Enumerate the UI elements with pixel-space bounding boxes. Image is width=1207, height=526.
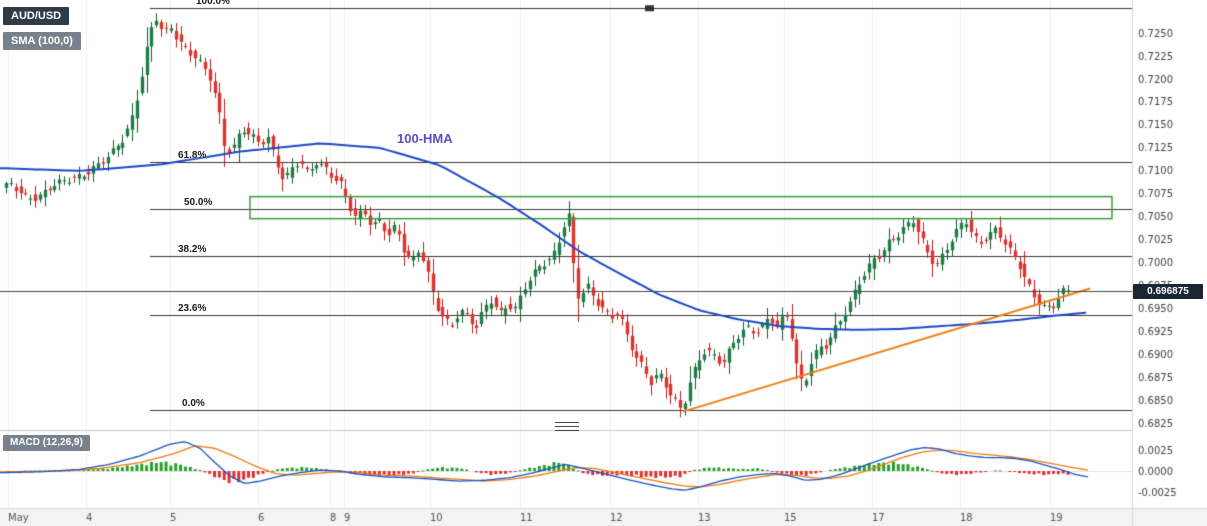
sma-indicator-badge[interactable]: SMA (100,0)	[3, 32, 81, 50]
symbol-badge: AUD/USD	[3, 7, 70, 25]
hma-line-label: 100-HMA	[397, 131, 453, 146]
last-price-badge: 0.696875	[1133, 284, 1203, 300]
fib-label-23-6: 23.6%	[178, 303, 207, 315]
fib-label-61-8: 61.8%	[178, 149, 207, 161]
fib-label-38-2: 38.2%	[178, 244, 207, 256]
fib-label-0-0: 0.0%	[182, 397, 205, 409]
fib-label-50-0: 50.0%	[184, 196, 213, 208]
macd-indicator-badge[interactable]: MACD (12,26,9)	[3, 435, 90, 451]
pane-resize-handle[interactable]	[555, 422, 579, 431]
fib-label-100-0: 100.0%	[196, 0, 230, 8]
